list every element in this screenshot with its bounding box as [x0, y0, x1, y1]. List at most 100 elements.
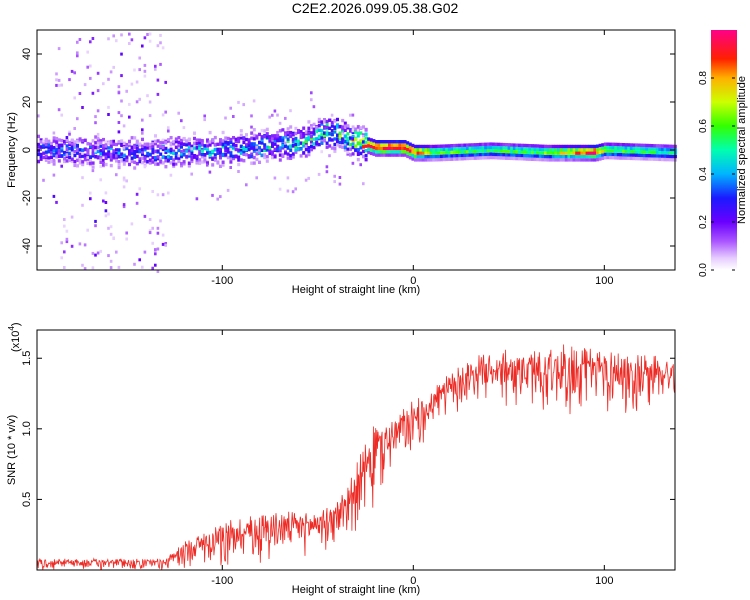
spectrogram-cell — [232, 156, 235, 161]
spectrogram-cell — [81, 153, 85, 158]
spectrogram-cells — [37, 32, 677, 273]
spectrogram-cell — [564, 148, 568, 152]
spectrogram-cell — [37, 159, 40, 164]
spectrogram-cell — [497, 149, 501, 153]
spectrogram-cell — [81, 148, 85, 152]
spectrogram-noise-cell — [125, 231, 128, 235]
spectrogram-noise-cell — [187, 152, 191, 156]
spectrogram-cell — [627, 146, 631, 150]
spectrogram-cell — [341, 118, 345, 123]
spectrogram-cell — [398, 146, 402, 151]
spectrogram-cell — [661, 144, 664, 148]
spectrogram-cell — [408, 152, 412, 156]
spectrogram-cell — [596, 147, 599, 152]
spectrogram-noise-cell — [78, 92, 82, 95]
spectrogram-cell — [237, 136, 241, 141]
spectrogram-noise-cell — [83, 148, 87, 152]
spectrogram-cell — [50, 144, 53, 149]
spectrogram-y-axis-label: Frequency (Hz) — [6, 112, 18, 188]
spectrogram-cell — [343, 121, 347, 125]
spectrogram-cell — [666, 151, 670, 155]
spectrogram-cell — [299, 132, 303, 137]
spectrogram-noise-cell — [120, 99, 123, 103]
spectrogram-cell — [450, 150, 454, 155]
spectrogram-cell — [377, 153, 381, 157]
spectrogram-cell — [63, 152, 66, 157]
spectrogram-cell — [505, 156, 508, 160]
spectrogram-cell — [343, 124, 347, 128]
spectrogram-cell — [432, 154, 436, 159]
spectrogram-noise-cell — [122, 178, 126, 182]
spectrogram-cell — [502, 153, 506, 157]
spectrogram-cell — [492, 155, 495, 160]
spectrogram-noise-cell — [268, 115, 271, 119]
spectrogram-cell — [65, 147, 69, 152]
snr-y-tick-label: 1.5 — [21, 351, 33, 366]
spectrogram-cell — [133, 152, 137, 157]
spectrogram-cell — [211, 163, 215, 167]
spectrogram-noise-cell — [89, 40, 92, 44]
spectrogram-cell — [424, 148, 428, 152]
spectrogram-cell — [284, 144, 287, 149]
spectrogram-noise-cell — [70, 244, 74, 248]
spectrogram-cell — [57, 159, 61, 163]
spectrogram-cell — [128, 149, 131, 153]
spectrogram-cell — [364, 136, 368, 140]
spectrogram-cell — [224, 142, 228, 147]
spectrogram-cell — [401, 153, 404, 157]
spectrogram-cell — [364, 158, 368, 162]
spectrogram-noise-cell — [94, 219, 97, 223]
spectrogram-cell — [390, 146, 394, 151]
spectrogram-cell — [588, 148, 592, 152]
spectrogram-cell — [312, 145, 316, 150]
spectrogram-cell — [369, 144, 373, 149]
spectrogram-noise-cell — [128, 102, 131, 106]
spectrogram-cell — [304, 130, 308, 134]
spectrogram-cell — [169, 156, 173, 161]
spectrogram-cell — [427, 148, 430, 152]
spectrogram-cell — [333, 130, 337, 134]
spectrogram-noise-cell — [117, 265, 121, 269]
spectrogram-cell — [538, 151, 542, 155]
spectrogram-cell — [297, 129, 300, 133]
spectrogram-cell — [616, 142, 620, 147]
spectrogram-cell — [133, 136, 137, 140]
spectrogram-cell — [278, 158, 282, 162]
spectrogram-cell — [146, 154, 150, 158]
spectrogram-cell — [250, 131, 254, 135]
spectrogram-cell — [596, 144, 599, 148]
spectrogram-cell — [117, 165, 121, 170]
spectrogram-cell — [507, 149, 511, 154]
spectrogram-cell — [55, 148, 59, 152]
spectrogram-noise-cell — [148, 218, 152, 221]
spectrogram-cell — [533, 154, 537, 158]
spectrogram-cell — [593, 148, 597, 152]
snr-series-line — [36, 344, 676, 571]
spectrogram-cell — [549, 144, 553, 149]
spectrogram-noise-cell — [107, 142, 110, 145]
spectrogram-noise-cell — [151, 190, 154, 193]
spectrogram-cell — [642, 153, 646, 158]
spectrogram-noise-cell — [174, 162, 178, 166]
spectrogram-cell — [554, 154, 558, 159]
spectrogram-cell — [273, 155, 277, 159]
spectrogram-cell — [668, 151, 672, 155]
spectrogram-cell — [354, 144, 358, 148]
spectrogram-noise-cell — [86, 65, 89, 69]
spectrogram-cell — [289, 144, 293, 148]
spectrogram-cell — [531, 144, 534, 148]
spectrogram-cell — [252, 155, 256, 160]
spectrogram-cell — [185, 149, 189, 153]
spectrogram-cell — [250, 152, 254, 156]
spectrogram-cell — [219, 156, 222, 160]
spectrogram-cell — [658, 154, 662, 158]
spectrogram-noise-cell — [349, 113, 352, 117]
spectrogram-cell — [484, 146, 488, 150]
spectrogram-cell — [572, 148, 576, 152]
spectrogram-noise-cell — [273, 176, 277, 180]
spectrogram-cell — [346, 147, 350, 151]
spectrogram-cell — [562, 148, 566, 152]
spectrogram-cell — [640, 150, 644, 154]
spectrogram-noise-cell — [148, 100, 152, 104]
spectrogram-cell — [271, 134, 274, 138]
